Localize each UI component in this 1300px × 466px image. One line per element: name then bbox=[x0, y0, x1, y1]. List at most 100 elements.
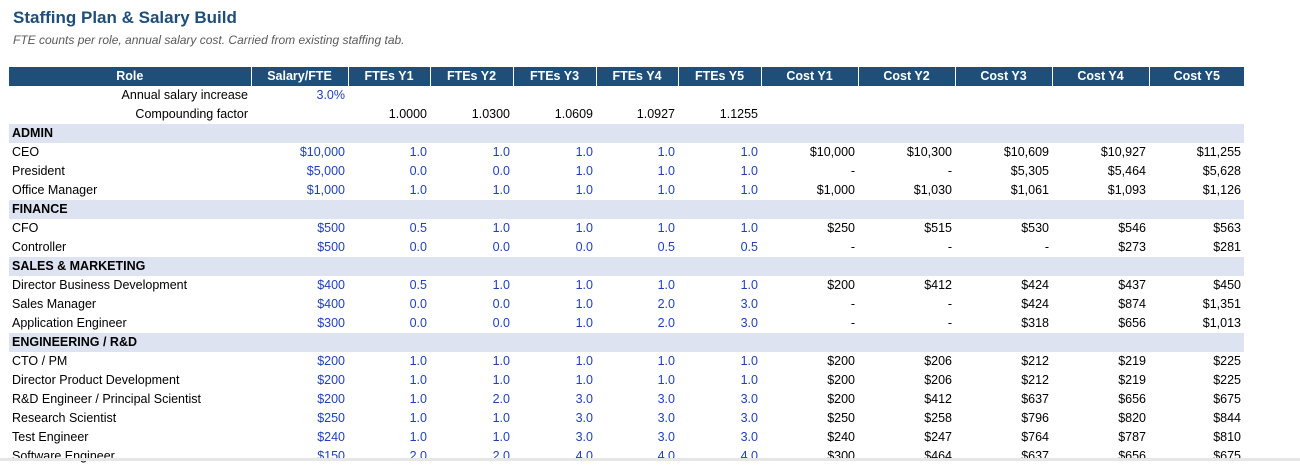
fte-input-cell[interactable]: 3.0 bbox=[657, 430, 675, 444]
cost-cell[interactable]: $1,061 bbox=[1010, 183, 1049, 197]
section-fill-cell[interactable] bbox=[1149, 124, 1244, 143]
fte-input-cell[interactable]: 1.0 bbox=[409, 145, 427, 159]
cost-cell[interactable]: $5,628 bbox=[1202, 164, 1241, 178]
section-fill-cell[interactable] bbox=[430, 200, 513, 219]
cost-cell[interactable]: $796 bbox=[1021, 411, 1049, 425]
cost-cell[interactable]: $225 bbox=[1213, 373, 1241, 387]
cost-cell[interactable]: - bbox=[850, 164, 855, 178]
cost-cell[interactable]: $250 bbox=[827, 221, 855, 235]
cost-cell[interactable]: $300 bbox=[827, 449, 855, 463]
role-name-cell[interactable]: R&D Engineer / Principal Scientist bbox=[12, 392, 201, 406]
cost-cell[interactable]: $450 bbox=[1213, 278, 1241, 292]
fte-input-cell[interactable]: 2.0 bbox=[657, 297, 675, 311]
salary-input-cell[interactable]: $240 bbox=[317, 430, 345, 444]
role-name-cell[interactable]: Controller bbox=[12, 240, 67, 254]
cost-cell[interactable]: $258 bbox=[924, 411, 952, 425]
cost-cell[interactable]: $656 bbox=[1118, 316, 1146, 330]
section-title[interactable]: FINANCE bbox=[9, 200, 251, 219]
cost-cell[interactable]: $250 bbox=[827, 411, 855, 425]
section-fill-cell[interactable] bbox=[348, 124, 430, 143]
salary-increase-input[interactable]: 3.0% bbox=[316, 88, 346, 102]
role-name-cell[interactable]: Sales Manager bbox=[12, 297, 97, 311]
empty-cell[interactable] bbox=[513, 86, 596, 105]
fte-input-cell[interactable]: 1.0 bbox=[575, 354, 593, 368]
fte-input-cell[interactable]: 0.5 bbox=[409, 278, 427, 292]
fte-input-cell[interactable]: 1.0 bbox=[409, 430, 427, 444]
section-fill-cell[interactable] bbox=[596, 333, 678, 352]
section-fill-cell[interactable] bbox=[1052, 124, 1149, 143]
cost-cell[interactable]: - bbox=[850, 240, 855, 254]
cost-cell[interactable]: $1,030 bbox=[913, 183, 952, 197]
fte-input-cell[interactable]: 1.0 bbox=[740, 373, 758, 387]
section-fill-cell[interactable] bbox=[348, 333, 430, 352]
section-fill-cell[interactable] bbox=[678, 333, 761, 352]
empty-cell[interactable] bbox=[251, 105, 348, 124]
fte-input-cell[interactable]: 0.5 bbox=[740, 240, 758, 254]
section-fill-cell[interactable] bbox=[678, 200, 761, 219]
fte-input-cell[interactable]: 0.0 bbox=[492, 164, 510, 178]
cost-cell[interactable]: $212 bbox=[1021, 373, 1049, 387]
cost-cell[interactable]: $200 bbox=[827, 373, 855, 387]
cost-cell[interactable]: $219 bbox=[1118, 354, 1146, 368]
salary-input-cell[interactable]: $400 bbox=[317, 278, 345, 292]
column-header[interactable]: Cost Y2 bbox=[857, 67, 955, 86]
role-name-cell[interactable]: CTO / PM bbox=[12, 354, 68, 368]
role-name-cell[interactable]: CFO bbox=[12, 221, 39, 235]
empty-cell[interactable] bbox=[955, 86, 1052, 105]
cost-cell[interactable]: $200 bbox=[827, 354, 855, 368]
section-fill-cell[interactable] bbox=[251, 124, 348, 143]
role-name-cell[interactable]: Director Product Development bbox=[12, 373, 180, 387]
section-fill-cell[interactable] bbox=[596, 257, 678, 276]
section-fill-cell[interactable] bbox=[513, 333, 596, 352]
cost-cell[interactable]: $874 bbox=[1118, 297, 1146, 311]
section-fill-cell[interactable] bbox=[955, 333, 1052, 352]
salary-input-cell[interactable]: $10,000 bbox=[299, 145, 345, 159]
fte-input-cell[interactable]: 4.0 bbox=[575, 449, 593, 463]
section-title[interactable]: SALES & MARKETING bbox=[9, 257, 251, 276]
fte-input-cell[interactable]: 1.0 bbox=[740, 278, 758, 292]
fte-input-cell[interactable]: 1.0 bbox=[492, 183, 510, 197]
fte-input-cell[interactable]: 1.0 bbox=[575, 164, 593, 178]
cost-cell[interactable]: $247 bbox=[924, 430, 952, 444]
fte-input-cell[interactable]: 1.0 bbox=[657, 221, 675, 235]
fte-input-cell[interactable]: 0.0 bbox=[575, 240, 593, 254]
fte-input-cell[interactable]: 1.0 bbox=[575, 316, 593, 330]
cost-cell[interactable]: $318 bbox=[1021, 316, 1049, 330]
cost-cell[interactable]: - bbox=[850, 297, 855, 311]
salary-input-cell[interactable]: $200 bbox=[317, 354, 345, 368]
fte-input-cell[interactable]: 0.0 bbox=[409, 297, 427, 311]
empty-cell[interactable] bbox=[761, 105, 858, 124]
fte-input-cell[interactable]: 1.0 bbox=[740, 145, 758, 159]
cost-cell[interactable]: $240 bbox=[827, 430, 855, 444]
fte-input-cell[interactable]: 3.0 bbox=[740, 316, 758, 330]
fte-input-cell[interactable]: 3.0 bbox=[575, 411, 593, 425]
cost-cell[interactable]: - bbox=[850, 316, 855, 330]
role-name-cell[interactable]: Software Engineer bbox=[12, 449, 115, 463]
fte-input-cell[interactable]: 1.0 bbox=[492, 354, 510, 368]
cost-cell[interactable]: $1,000 bbox=[816, 183, 855, 197]
empty-cell[interactable] bbox=[955, 105, 1052, 124]
salary-input-cell[interactable]: $500 bbox=[317, 240, 345, 254]
section-fill-cell[interactable] bbox=[513, 257, 596, 276]
cost-cell[interactable]: $637 bbox=[1021, 449, 1049, 463]
fte-input-cell[interactable]: 1.0 bbox=[657, 373, 675, 387]
fte-input-cell[interactable]: 0.0 bbox=[492, 240, 510, 254]
cost-cell[interactable]: $1,093 bbox=[1107, 183, 1146, 197]
fte-input-cell[interactable]: 0.0 bbox=[409, 240, 427, 254]
fte-input-cell[interactable]: 3.0 bbox=[575, 392, 593, 406]
fte-input-cell[interactable]: 1.0 bbox=[575, 145, 593, 159]
fte-input-cell[interactable]: 1.0 bbox=[657, 164, 675, 178]
empty-cell[interactable] bbox=[1149, 86, 1244, 105]
cost-cell[interactable]: $437 bbox=[1118, 278, 1146, 292]
fte-input-cell[interactable]: 1.0 bbox=[492, 411, 510, 425]
column-header[interactable]: Role bbox=[9, 67, 251, 86]
fte-input-cell[interactable]: 1.0 bbox=[575, 297, 593, 311]
fte-input-cell[interactable]: 1.0 bbox=[409, 392, 427, 406]
cost-cell[interactable]: $281 bbox=[1213, 240, 1241, 254]
section-fill-cell[interactable] bbox=[858, 333, 955, 352]
cost-cell[interactable]: $637 bbox=[1021, 392, 1049, 406]
fte-input-cell[interactable]: 0.5 bbox=[409, 221, 427, 235]
fte-input-cell[interactable]: 3.0 bbox=[740, 297, 758, 311]
column-header[interactable]: Cost Y4 bbox=[1051, 67, 1149, 86]
fte-input-cell[interactable]: 0.0 bbox=[409, 316, 427, 330]
